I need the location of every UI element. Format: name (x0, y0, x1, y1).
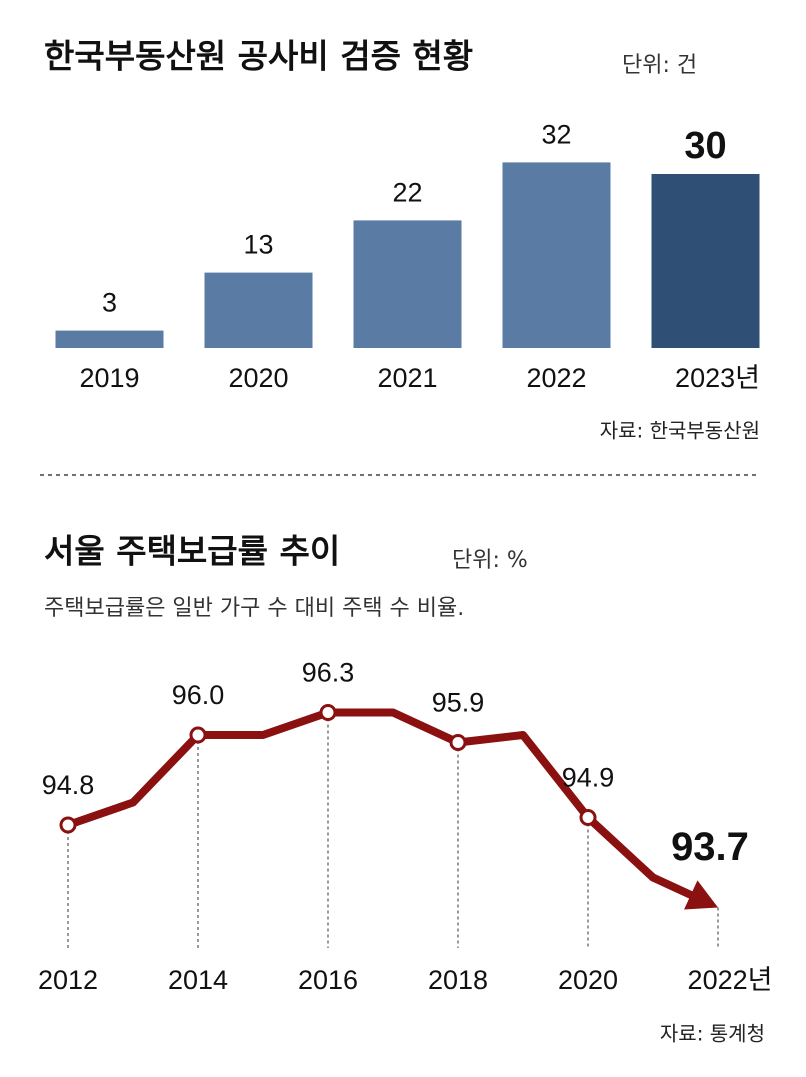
bar (502, 162, 611, 348)
value-label: 32 (541, 120, 571, 150)
value-label: 3 (102, 288, 117, 318)
x-tick-label: 2016 (298, 965, 358, 995)
bar (55, 330, 164, 348)
value-label: 95.9 (432, 688, 485, 718)
x-tick-label: 2019 (79, 363, 139, 393)
x-tick-label: 2018 (428, 965, 488, 995)
unit-label: 단위: % (452, 548, 528, 573)
value-label: 96.0 (172, 680, 225, 710)
arrow-head (684, 880, 718, 910)
x-tick-label: 2014 (168, 965, 228, 995)
point (319, 704, 337, 721)
subtitle: 주택보급률은 일반 가구 수 대비 주택 수 비율. (44, 596, 464, 621)
point (59, 816, 77, 834)
x-tick-label: 2021 (377, 363, 437, 393)
value-label: 96.3 (302, 658, 355, 688)
x-tick-label: 2012 (38, 965, 98, 995)
x-tick-label: 2023년 (675, 363, 760, 393)
x-tick-label: 2020 (228, 363, 288, 393)
value-label: 94.9 (562, 763, 615, 793)
point (189, 726, 207, 744)
value-label: 13 (243, 230, 273, 260)
bar (651, 174, 760, 348)
value-label: 22 (392, 178, 422, 208)
unit-label: 단위: 건 (622, 53, 697, 78)
value-label: 30 (684, 125, 726, 167)
point (579, 809, 597, 826)
value-label: 94.8 (42, 770, 95, 800)
source: 자료: 통계청 (660, 1022, 765, 1046)
line (66, 708, 700, 902)
x-tick-label: 2020 (558, 965, 618, 995)
value-label: 93.7 (671, 825, 749, 869)
bar (353, 220, 462, 348)
point (449, 734, 467, 751)
source: 자료: 한국부동산원 (600, 419, 760, 443)
chart-title: 서울 주택보급률 추이 (44, 532, 340, 571)
x-tick-label: 2022년 (688, 965, 773, 995)
x-tick-label: 2022 (526, 363, 586, 393)
chart-title: 한국부동산원 공사비 검증 현황 (44, 37, 473, 76)
bar (204, 272, 313, 348)
